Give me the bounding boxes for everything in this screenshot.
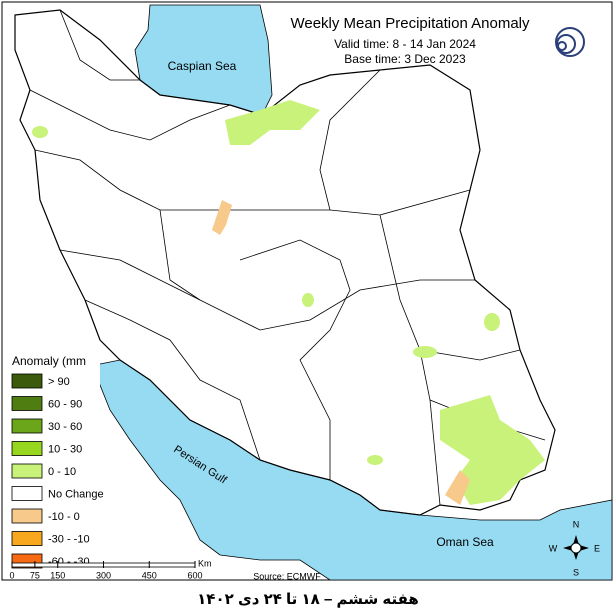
province-border (34, 149, 471, 216)
legend-label: 60 - 90 (48, 398, 82, 410)
legend-swatch (11, 486, 43, 501)
province-border (59, 9, 140, 81)
compass-label: W (549, 543, 558, 553)
scale-unit: Km (198, 558, 212, 568)
province-border (59, 249, 475, 331)
anomaly-area (445, 470, 470, 505)
legend-label: -30 - -10 (48, 533, 90, 545)
legend-swatch (11, 531, 43, 546)
valid-time: Valid time: 8 - 14 Jan 2024 (334, 37, 476, 51)
frame (1, 1, 613, 581)
province-border (159, 209, 201, 301)
scale-label: 0 (9, 570, 14, 580)
legend-swatch (11, 396, 43, 411)
iran-border (14, 9, 556, 516)
legend-label: > 90 (48, 376, 70, 388)
scale-label: 300 (96, 570, 111, 580)
source: Source: ECMWF (253, 571, 321, 581)
scale-label: 75 (30, 570, 40, 580)
legend-swatch (11, 373, 43, 389)
province-border (84, 299, 261, 461)
sea-label: Oman Sea (436, 535, 494, 549)
compass-label: E (594, 543, 600, 553)
logo (555, 27, 585, 57)
legend-label: 30 - 60 (48, 421, 82, 433)
anomaly-area (32, 126, 48, 138)
province-border (319, 69, 381, 211)
scale-bar: 0 75 150 300 450 600 Km (9, 558, 211, 580)
anomaly-area (212, 200, 232, 235)
province-border (419, 349, 521, 361)
province-border (239, 239, 351, 480)
legend-swatch (11, 441, 43, 456)
legend-label: -10 - 0 (48, 511, 80, 523)
legend-label: No Change (48, 488, 104, 500)
legend-label: 10 - 30 (48, 443, 82, 455)
legend-label: 0 - 10 (48, 466, 76, 478)
scale-label: 150 (50, 570, 65, 580)
compass-label: N (573, 519, 580, 529)
sea-label: Caspian Sea (168, 59, 237, 73)
anomaly-area (367, 455, 383, 465)
anomaly-area (484, 313, 500, 331)
province-border (29, 89, 231, 141)
legend-swatch (11, 463, 43, 479)
anomaly-area (225, 100, 320, 145)
compass: N E S W (549, 519, 600, 577)
anomaly-area (302, 293, 314, 307)
scale-label: 450 (142, 570, 157, 580)
base-time: Base time: 3 Dec 2023 (344, 52, 466, 66)
scale-label: 600 (187, 570, 202, 580)
compass-label: S (573, 567, 579, 577)
map-title: Weekly Mean Precipitation Anomaly (290, 15, 530, 32)
anomaly-area (413, 346, 437, 358)
legend-swatch (11, 508, 43, 524)
footer: هفته ششم – ۱۸ تا ۲۴ دی ۱۴۰۲ (197, 591, 419, 608)
legend-title: Anomaly (mm (12, 354, 86, 368)
legend-swatch (11, 418, 43, 434)
